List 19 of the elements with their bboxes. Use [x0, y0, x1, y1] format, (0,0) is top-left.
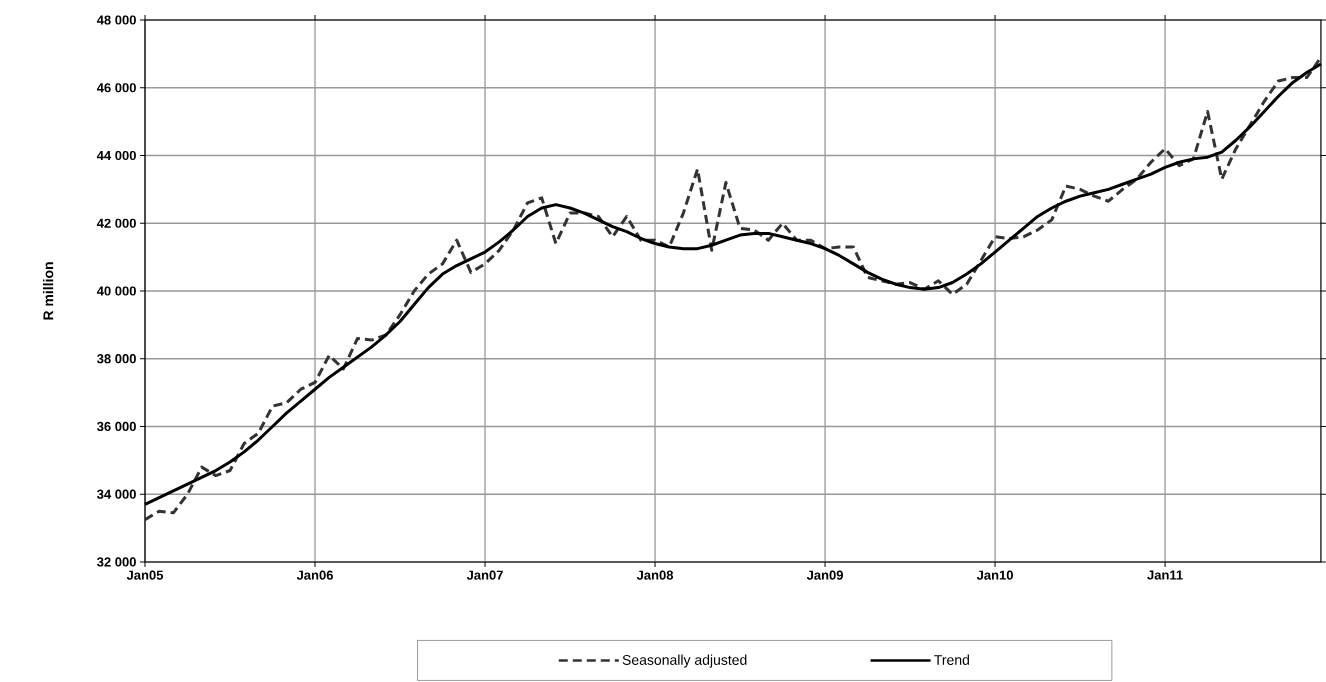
x-tick-label: Jan08: [636, 570, 674, 580]
x-tick-label: Jan05: [126, 570, 164, 580]
y-tick-label: 40 000: [96, 286, 136, 296]
y-tick-label: 48 000: [96, 15, 136, 25]
y-tick-label: 38 000: [97, 354, 136, 364]
x-tick-label: Jan11: [1147, 570, 1183, 580]
y-axis-title: R million: [43, 262, 54, 320]
x-tick-label: Jan06: [296, 570, 333, 580]
x-tick-label: Jan09: [806, 570, 843, 580]
y-tick-label: 46 000: [96, 83, 136, 93]
legend-label: Seasonally adjusted: [622, 654, 747, 668]
x-tick-label: Jan07: [466, 570, 503, 580]
y-tick-label: 44 000: [96, 150, 136, 161]
x-tick-label: Jan10: [976, 570, 1013, 580]
y-tick-label: 34 000: [97, 489, 136, 499]
legend-label: Trend: [934, 654, 969, 665]
y-tick-label: 36 000: [97, 421, 136, 432]
y-tick-label: 42 000: [96, 218, 136, 228]
y-tick-label: 32 000: [97, 557, 136, 567]
